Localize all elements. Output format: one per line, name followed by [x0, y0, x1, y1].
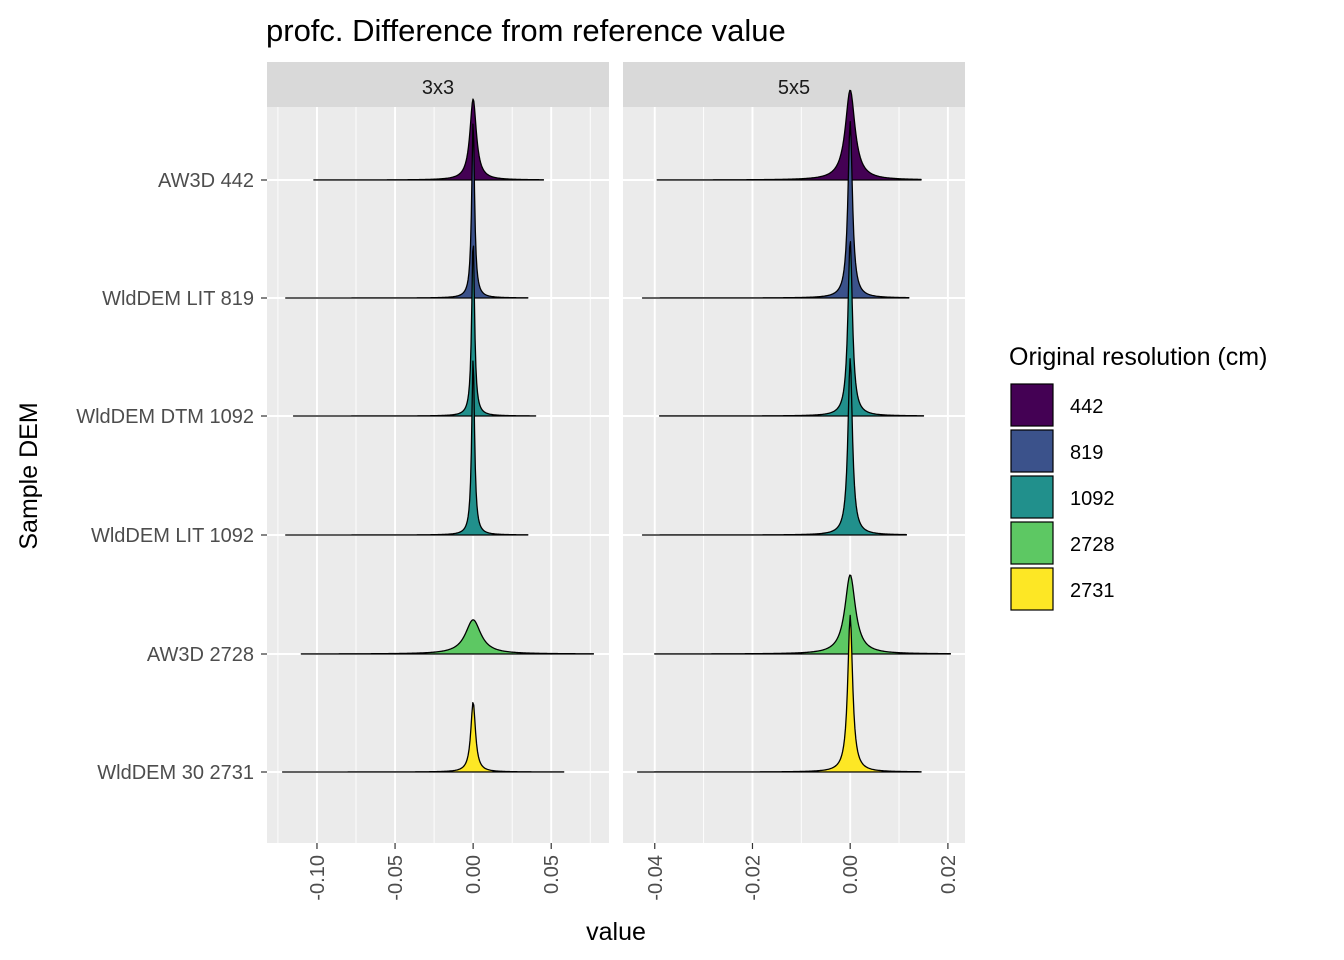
facet-panel-5x5: 5x5 -0.04 -0.02 0.00 0.02	[623, 62, 965, 901]
density-ridge-3x3-1	[313, 98, 545, 181]
legend-keys: 442 819 1092 2728 2731	[1010, 383, 1115, 611]
facet-panel-3x3: 3x3 -0.10 -0.05 0.00 0.05	[267, 62, 609, 901]
facet-strip	[267, 62, 609, 107]
y-axis-title: Sample DEM	[15, 402, 43, 549]
density-ridge-5x5-5	[654, 574, 951, 655]
legend-label: 442	[1070, 396, 1103, 418]
legend: Original resolution (cm) 442 819 1092 2728 2…	[1009, 343, 1267, 611]
panel-background	[267, 107, 609, 843]
density-ridge-5x5-6	[637, 614, 922, 773]
density-ridge-5x5-4	[641, 358, 908, 536]
y-tick-label: WldDEM LIT 1092	[91, 525, 254, 547]
x-tick-label: 0.00	[840, 855, 862, 894]
density-ridge-5x5-2	[641, 121, 910, 299]
legend-swatch	[1010, 521, 1054, 565]
density-ridge-3x3-4	[285, 360, 529, 536]
legend-swatch	[1010, 383, 1054, 427]
legend-label: 819	[1070, 442, 1103, 464]
chart-title: profc. Difference from reference value	[266, 13, 786, 48]
legend-swatch	[1010, 567, 1054, 611]
x-tick-label: -0.05	[385, 855, 407, 901]
x-tick-label: -0.02	[742, 855, 764, 901]
x-tick-label: 0.00	[463, 855, 485, 894]
density-ridge-3x3-5	[300, 619, 595, 655]
y-tick-label: WldDEM DTM 1092	[76, 406, 254, 428]
legend-swatch	[1010, 429, 1054, 473]
density-ridge-3x3-2	[285, 123, 529, 299]
y-tick-label: AW3D 442	[158, 170, 254, 192]
y-tick-label: WldDEM 30 2731	[97, 762, 254, 784]
density-ridge-5x5-1	[656, 89, 922, 181]
legend-swatch	[1010, 475, 1054, 519]
facet-strip-label: 3x3	[422, 77, 454, 99]
x-tick-label: -0.04	[645, 855, 667, 901]
facet-strip-label: 5x5	[778, 77, 810, 99]
y-tick-labels: AW3D 442 WldDEM LIT 819 WldDEM DTM 1092 Wld…	[76, 170, 267, 784]
x-tick-label: 0.05	[541, 855, 563, 894]
y-tick-label: AW3D 2728	[147, 644, 254, 666]
legend-label: 2731	[1070, 580, 1115, 602]
density-ridge-3x3-3	[292, 245, 537, 417]
x-axis-title: value	[586, 918, 646, 946]
x-tick-label: -0.10	[307, 855, 329, 901]
y-tick-label: WldDEM LIT 819	[102, 288, 254, 310]
legend-label: 2728	[1070, 534, 1115, 556]
panel-background	[623, 107, 965, 843]
density-ridge-3x3-6	[281, 702, 565, 773]
facets-layer: 3x3 -0.10 -0.05 0.00 0.05 5x5 -0.04 -0.02 0.00 0.…	[267, 62, 965, 901]
legend-title: Original resolution (cm)	[1009, 343, 1267, 371]
x-tick-label: 0.02	[938, 855, 960, 894]
density-ridge-5x5-3	[658, 241, 925, 417]
facet-strip	[623, 62, 965, 107]
legend-label: 1092	[1070, 488, 1115, 510]
